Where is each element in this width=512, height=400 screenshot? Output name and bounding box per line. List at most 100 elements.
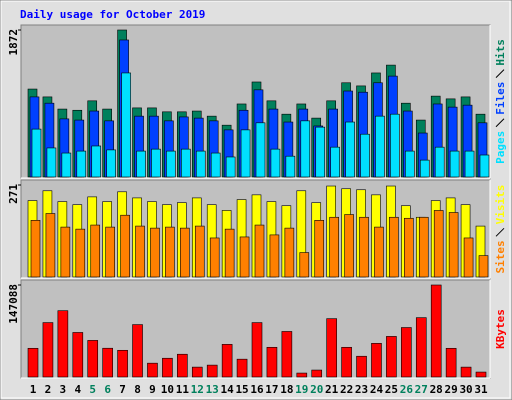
bar [61,152,72,178]
legend-label: Files [494,82,507,115]
bar [166,150,176,178]
bar [221,344,233,378]
bar [475,371,487,378]
bar [371,343,382,378]
bar [210,152,221,178]
bar [449,150,460,178]
x-tick-label: 13 [206,383,219,396]
bar [415,317,427,378]
x-tick-label: 8 [134,383,141,396]
bar [314,220,325,278]
x-tick-label: 23 [355,383,368,396]
x-tick-label: 2 [45,383,52,396]
chart-title: Daily usage for October 2019 [20,8,205,21]
bar [299,252,310,278]
bar [180,227,190,278]
bar [177,353,188,378]
x-tick-label: 29 [445,383,458,396]
bar [341,346,352,378]
bar [269,234,280,278]
bar [75,228,86,278]
x-tick-label: 24 [370,383,384,396]
x-tick-label: 30 [459,383,472,396]
bar [147,362,158,378]
legend-label: Hits [494,39,507,66]
y-tick-label: 1872 [7,29,20,56]
bar [356,355,367,378]
legend-label: KBytes [494,309,507,349]
bar [285,155,296,178]
x-tick-label: 15 [235,383,248,396]
bar [315,126,326,178]
x-tick-label: 28 [430,383,443,396]
bar [479,154,490,178]
bar [106,149,116,178]
bar [57,310,69,378]
bar [445,347,457,378]
bar [135,225,145,278]
bar [463,237,474,278]
x-tick-label: 6 [104,383,111,396]
bar [460,366,472,378]
legend-separator [495,118,505,128]
x-tick-label: 18 [280,383,293,396]
x-tick-label: 19 [295,383,308,396]
bar [191,366,203,378]
bar [375,115,385,178]
bar [266,346,278,378]
bar [251,322,263,378]
bar [236,358,248,378]
bar [311,369,323,378]
bar [330,146,340,178]
x-tick-label: 27 [415,383,428,396]
bar [448,212,459,278]
bar [254,224,265,278]
x-tick-label: 12 [191,383,204,396]
bar [76,150,87,178]
bar [224,228,235,278]
x-tick-label: 16 [250,383,264,396]
x-tick-label: 7 [119,383,126,396]
bar [136,150,146,178]
bar [300,120,311,178]
bar [344,214,354,278]
x-tick-label: 20 [310,383,323,396]
x-tick-label: 11 [176,383,190,396]
legend-label: Visits [494,185,507,225]
bar [329,216,339,278]
bar [132,324,143,378]
bar [404,217,414,278]
bar [117,349,128,378]
bar [390,113,400,178]
bar [419,159,430,178]
legend-label: Sites [494,240,507,273]
x-tick-label: 14 [221,383,235,396]
bar [209,237,220,278]
bar [433,210,444,278]
bar [30,220,41,278]
bar [87,340,99,378]
bar [31,128,42,178]
bar [225,156,236,178]
legend-label: Pages [494,131,507,164]
bar [181,148,191,178]
bar [326,318,337,378]
bar [162,357,173,378]
bar [45,213,56,278]
x-tick-label: 17 [265,383,278,396]
bar [27,347,39,378]
bar [120,214,130,278]
bar [296,372,308,378]
bar [418,216,429,278]
x-tick-label: 31 [474,383,488,396]
bar [401,327,412,378]
bar [91,145,102,178]
bar [90,224,101,278]
bar [345,121,355,178]
bar [195,150,206,178]
bar [60,226,71,278]
x-tick-label: 1 [30,383,37,396]
bar [194,225,205,278]
bar [46,147,57,178]
